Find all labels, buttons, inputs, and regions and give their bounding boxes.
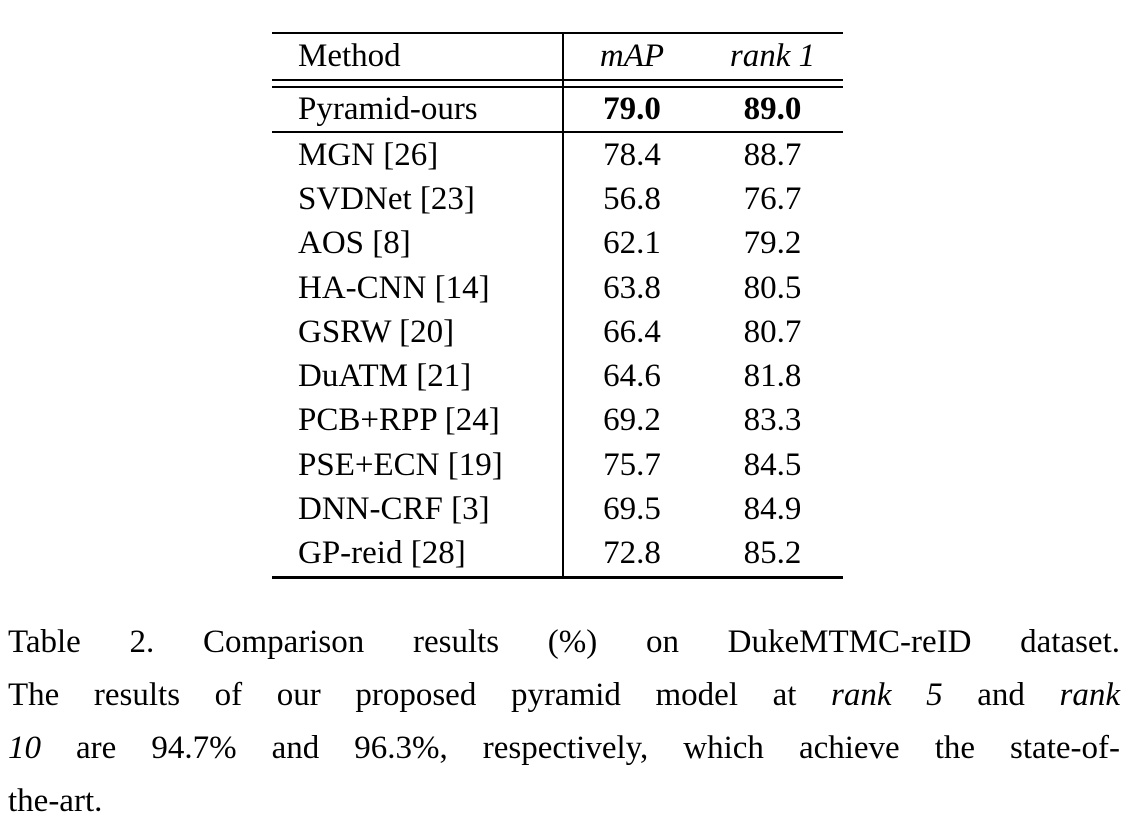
caption-text: Table 2. Comparison results (%) on DukeM…: [8, 624, 1120, 660]
rank1-cell: 85.2: [743, 535, 802, 572]
map-cell: 79.0: [603, 91, 661, 127]
caption-text: are 94.7% and 96.3%, respectively, which…: [76, 730, 1120, 766]
table-row: DNN-CRF [3] 69.5 84.9: [272, 487, 843, 531]
caption-text-italic: 10: [8, 730, 41, 766]
rank1-cell: 89.0: [743, 91, 802, 127]
table-row: PCB+RPP [24] 69.2 83.3: [272, 399, 843, 443]
caption-line: the-art.: [8, 775, 1120, 823]
rank1-cell: 81.8: [743, 358, 802, 395]
method-cell: MGN [26]: [298, 136, 439, 173]
rule-mid: [272, 131, 843, 133]
map-cell: 62.1: [603, 225, 661, 262]
rule-double-upper: [272, 79, 843, 81]
rank1-cell: 84.9: [743, 491, 802, 528]
table-row: MGN [26] 78.4 88.7: [272, 133, 843, 177]
rank1-cell: 84.5: [743, 446, 802, 483]
table-row: DuATM [21] 64.6 81.8: [272, 354, 843, 398]
method-cell: AOS [8]: [298, 225, 411, 262]
method-cell: PCB+RPP [24]: [298, 402, 500, 439]
method-cell: Pyramid-ours: [298, 91, 478, 127]
results-table: Method mAP rank 1 Pyramid-ours 79.0 89.0…: [272, 32, 843, 579]
rank1-cell: 88.7: [743, 136, 802, 173]
map-cell: 66.4: [603, 313, 661, 350]
table-row: HA-CNN [14] 63.8 80.5: [272, 266, 843, 310]
caption-text: and: [977, 677, 1025, 713]
rule-bottom: [272, 575, 843, 579]
header-rank1: rank 1: [729, 38, 816, 74]
method-cell: GSRW [20]: [298, 313, 455, 350]
caption-line: Table 2. Comparison results (%) on DukeM…: [8, 616, 1120, 669]
map-cell: 75.7: [603, 446, 661, 483]
caption-text-italic: rank 5: [831, 677, 943, 713]
caption-text-italic: rank: [1059, 677, 1121, 713]
rank1-cell: 83.3: [743, 402, 802, 439]
map-cell: 63.8: [603, 269, 661, 306]
method-cell: DNN-CRF [3]: [298, 491, 490, 528]
method-cell: HA-CNN [14]: [298, 269, 490, 306]
rank1-cell: 79.2: [743, 225, 802, 262]
method-cell: PSE+ECN [19]: [298, 446, 503, 483]
table-row: SVDNet [23] 56.8 76.7: [272, 177, 843, 221]
header-method: Method: [298, 38, 401, 74]
rule-top: [272, 32, 843, 34]
map-cell: 69.2: [603, 402, 661, 439]
map-cell: 64.6: [603, 358, 661, 395]
caption-line: The results of our proposed pyramid mode…: [8, 669, 1120, 722]
rule-double-lower: [272, 86, 843, 88]
map-cell: 78.4: [603, 136, 661, 173]
row-pyramid: Pyramid-ours 79.0 89.0: [272, 88, 843, 131]
caption-text: the-art.: [8, 783, 103, 819]
table-header-row: Method mAP rank 1: [272, 34, 843, 79]
table-row: PSE+ECN [19] 75.7 84.5: [272, 443, 843, 487]
table-row: GP-reid [28] 72.8 85.2: [272, 532, 843, 576]
map-cell: 56.8: [603, 180, 661, 217]
method-cell: DuATM [21]: [298, 358, 472, 395]
rank1-cell: 80.5: [743, 269, 802, 306]
rank1-cell: 76.7: [743, 180, 802, 217]
header-map: mAP: [599, 38, 665, 74]
map-cell: 69.5: [603, 491, 661, 528]
method-cell: GP-reid [28]: [298, 535, 466, 572]
rank1-cell: 80.7: [743, 313, 802, 350]
map-cell: 72.8: [603, 535, 661, 572]
vertical-divider: [562, 32, 564, 579]
table-row: AOS [8] 62.1 79.2: [272, 222, 843, 266]
table-row: GSRW [20] 66.4 80.7: [272, 310, 843, 354]
method-cell: SVDNet [23]: [298, 180, 475, 217]
caption-line: 10 are 94.7% and 96.3%, respectively, wh…: [8, 722, 1120, 775]
caption-text: The results of our proposed pyramid mode…: [8, 677, 797, 713]
table-caption: Table 2. Comparison results (%) on DukeM…: [8, 616, 1120, 823]
